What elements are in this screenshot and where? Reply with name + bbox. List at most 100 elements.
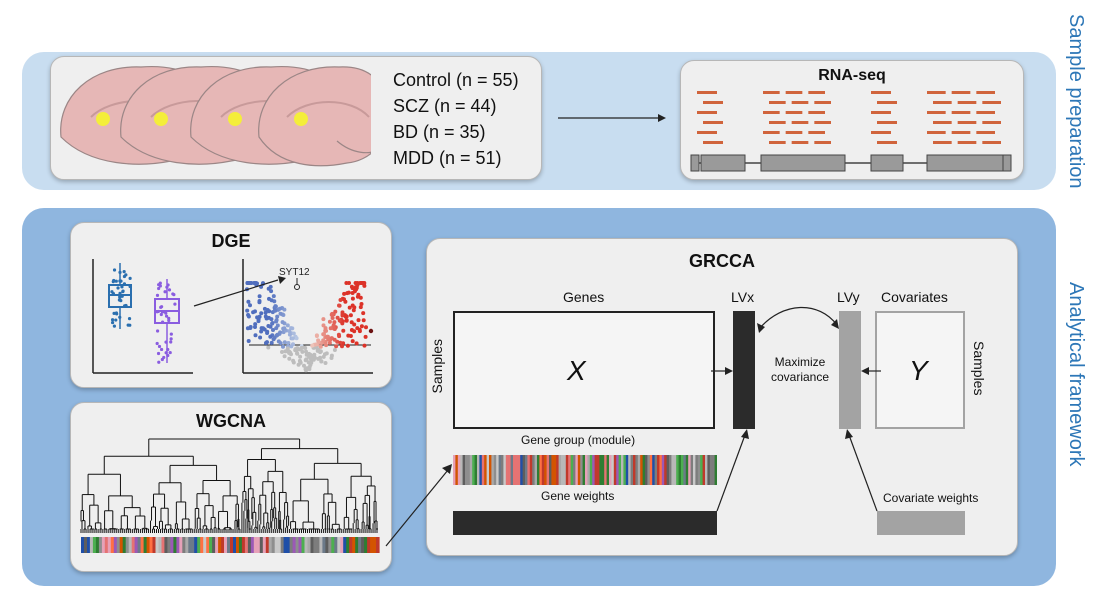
module-color (92, 537, 97, 553)
volcano-point (296, 362, 301, 367)
maximize-text: Maximize covariance (763, 355, 837, 385)
volcano-point (337, 334, 342, 339)
module-color (577, 455, 581, 485)
grcca-title: GRCCA (689, 251, 755, 271)
wgcna-title: WGCNA (196, 411, 266, 431)
read-segment (697, 91, 717, 94)
volcano-point (316, 339, 321, 344)
volcano-point (253, 322, 258, 327)
volcano-point (253, 333, 258, 338)
module-color (628, 455, 632, 485)
read-segment (703, 101, 723, 104)
boxplot-control-point (118, 315, 122, 319)
module-color (352, 537, 356, 553)
read-segment (957, 141, 977, 144)
module-color (241, 537, 246, 553)
module-color (143, 537, 148, 553)
volcano-point (257, 299, 262, 303)
module-color (113, 537, 118, 553)
boxplot-control-point (124, 273, 128, 277)
volcano-point (310, 354, 315, 358)
read-segment (927, 91, 946, 94)
brain-4 (258, 66, 371, 167)
volcano-point (345, 343, 350, 348)
exon (870, 154, 904, 172)
volcano-point (265, 308, 270, 312)
read-segment (808, 91, 825, 94)
module-color (116, 537, 121, 553)
cohort-scz: SCZ (n = 44) (393, 96, 497, 116)
exon (760, 154, 846, 172)
volcano-point (340, 312, 345, 317)
module-color (486, 455, 490, 485)
module-color (131, 537, 136, 553)
volcano-point (271, 328, 275, 332)
gene-group-strip (453, 455, 717, 485)
boxplot-case-point (155, 293, 160, 297)
module-color (580, 455, 584, 485)
module-color (481, 455, 485, 485)
boxplot-case-point (171, 292, 175, 296)
volcano-point (253, 309, 257, 314)
boxplot-control-point (127, 317, 132, 321)
read-segment (982, 141, 1001, 144)
volcano-point (300, 349, 305, 354)
exon (1002, 154, 1012, 172)
read-segment (703, 141, 723, 144)
module-color (589, 455, 593, 485)
module-color (467, 455, 471, 485)
read-segment (976, 91, 995, 94)
module-color (561, 455, 564, 485)
module-color (479, 455, 483, 485)
module-color (683, 455, 687, 485)
covariate-weights-bar (877, 511, 965, 535)
boxplot-control-point (121, 289, 125, 293)
module-color (274, 537, 279, 553)
boxplot-case-point (157, 344, 162, 349)
rnaseq-title: RNA-seq (818, 67, 886, 84)
module-color (575, 455, 579, 485)
volcano-point (359, 324, 364, 329)
volcano-point (342, 291, 347, 296)
module-color (227, 537, 231, 553)
module-color (218, 537, 222, 553)
volcano-point (245, 308, 250, 313)
module-color (625, 455, 629, 485)
volcano-point (249, 281, 254, 285)
module-color (695, 455, 699, 485)
boxplot-case-point (166, 353, 170, 358)
boxplot-control-point (122, 282, 127, 286)
read-segment (933, 141, 952, 144)
boxplot-control-point (116, 286, 120, 290)
module-color (491, 455, 495, 485)
module-color (700, 455, 704, 485)
boxplot-case-point (155, 341, 159, 346)
module-color (606, 455, 610, 485)
module-color (568, 455, 572, 485)
volcano-point (280, 350, 284, 354)
module-color (373, 537, 377, 553)
exon (690, 154, 700, 172)
module-color (307, 537, 312, 553)
volcano-point (304, 357, 309, 362)
boxplot-case-point (173, 302, 177, 306)
volcano-point (361, 318, 366, 323)
volcano-point (261, 326, 266, 331)
volcano-point (314, 345, 319, 350)
read-segment (791, 121, 809, 124)
volcano-point (323, 361, 328, 365)
boxplot-case-point (169, 337, 173, 341)
module-color (271, 537, 276, 553)
volcano-point (364, 325, 368, 330)
boxplot-case-point (159, 305, 163, 309)
module-color (661, 455, 665, 485)
volcano-point (325, 334, 330, 339)
module-color (671, 455, 675, 485)
volcano-point (286, 341, 291, 345)
volcano-point (354, 287, 359, 292)
module-color (659, 455, 663, 485)
module-color (313, 537, 317, 553)
boxplot-case-point (164, 351, 168, 355)
module-color (714, 455, 717, 485)
volcano-point (327, 340, 332, 345)
